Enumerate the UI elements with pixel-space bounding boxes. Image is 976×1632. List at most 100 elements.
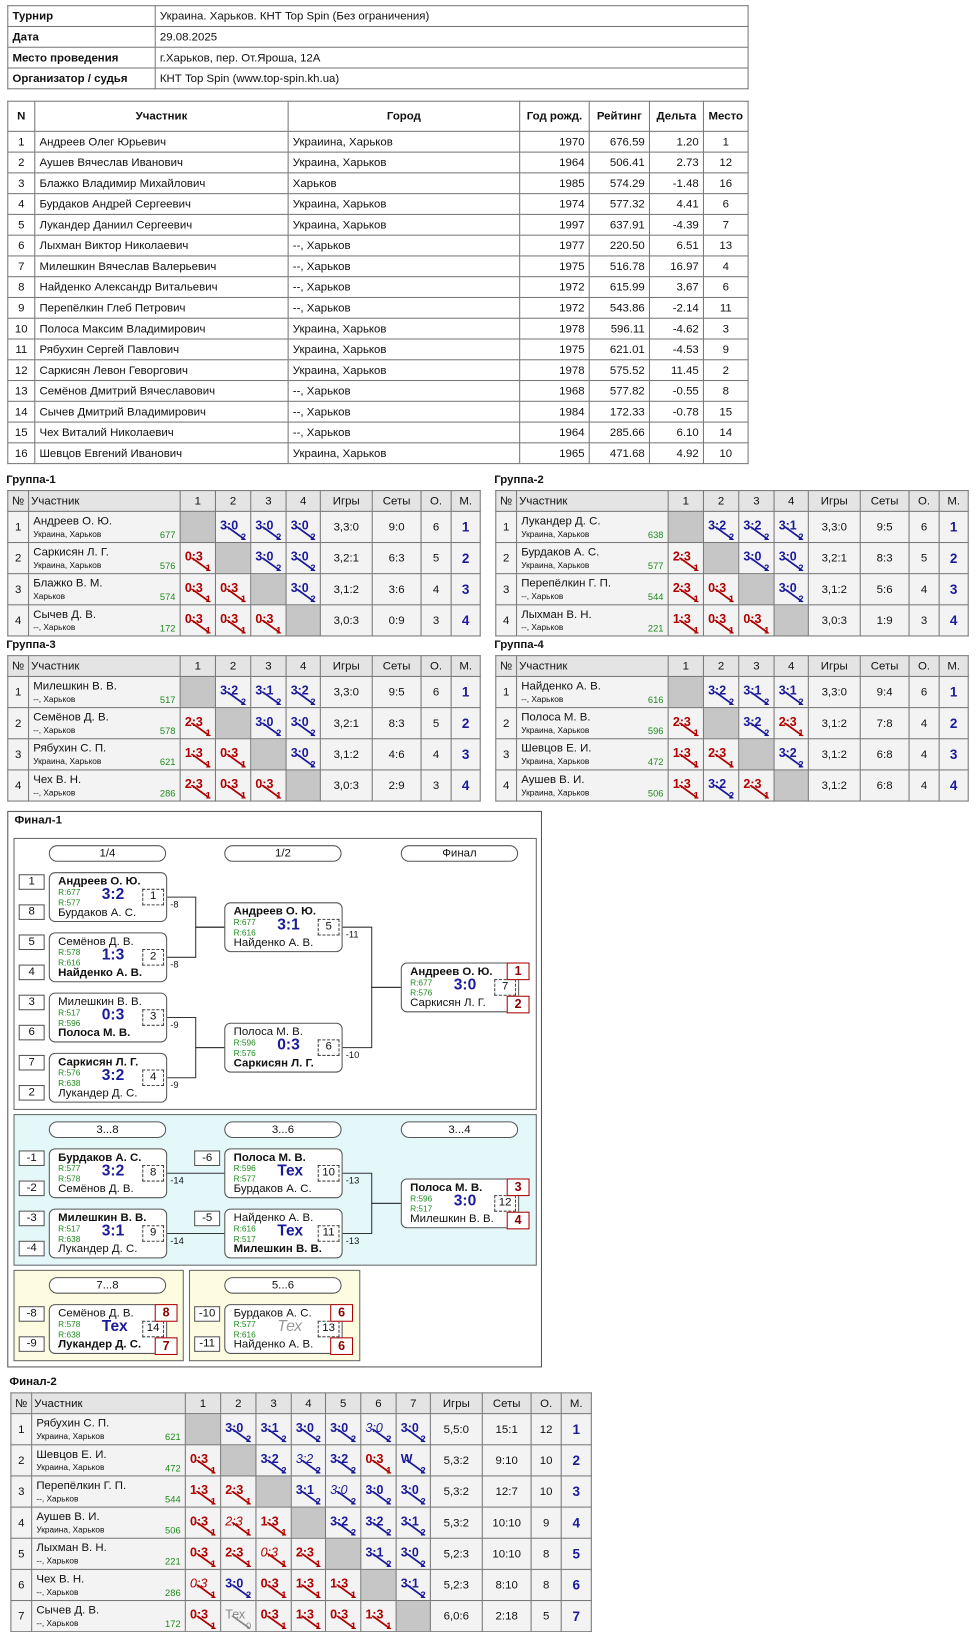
column-header: 3 [738,655,775,677]
result-slash [266,1521,286,1536]
result-points: 2 [315,1495,321,1507]
result-slash [405,1459,425,1473]
result: 3:0 2 [223,1570,253,1600]
result: 2:3 1 [777,709,806,738]
result-points: 1 [205,727,211,738]
result-points: 1 [276,624,282,635]
participant-cell: 3.67 [648,276,704,298]
row-number: 6 [10,1568,33,1602]
result-points: 2 [276,531,282,542]
result-slash [714,784,734,798]
result: 3:1 2 [253,677,283,707]
result-slash [783,753,803,767]
result-cell: 3:0 2 [360,1475,397,1508]
column-header: 2 [702,490,740,512]
result: 1:3 1 [294,1570,323,1600]
player-cell: Лыхман В. Н. --, Харьков 221 [31,1537,186,1570]
player-info: Саркисян Л. Г. Украина, Харьков 576 [31,544,177,573]
participant-cell: -1.48 [648,172,704,195]
result-slash [371,1428,391,1442]
result: 3:1 2 [399,1570,428,1600]
self-cell [179,675,216,709]
result-cell: 2:3 1 [220,1537,257,1570]
place: 7 [560,1600,592,1632]
result-cell: 1:3 1 [184,1475,222,1508]
player-rating: R:616 [58,958,81,968]
result: 0:3 1 [259,1570,289,1600]
self-cell [250,573,287,606]
participant-row: 3 Блажко Владимир Михайлович Харьков 1985 57… [7,172,749,195]
result-points: 2 [386,1557,392,1569]
match-number: 1 [142,888,165,906]
player-name: Лукандер Д. С. [58,1087,138,1100]
result-slash [301,1583,320,1598]
column-header: 1 [184,1392,222,1415]
result-points: 2 [420,1557,426,1569]
player-city: --, Харьков [521,622,564,632]
result-points: 2 [798,562,804,573]
loser-destination: -8 [170,899,179,910]
participant-cell: 1978 [519,359,590,382]
round-label: 3...6 [224,1121,342,1138]
bracket-link [342,986,401,1049]
self-cell [290,1506,327,1539]
participant-cell: Лыхман Виктор Николаевич [34,234,289,257]
result: 0:3 1 [218,771,248,800]
result: 0:3 1 [328,1602,358,1631]
player-cell: Сычев Д. В. --, Харьков 172 [31,1600,186,1632]
result: 1:3 1 [328,1570,358,1600]
player-city: Харьков [33,591,66,601]
player-name: Найденко А. В. [233,1338,314,1351]
self-cell [773,604,809,637]
result-cell: 2:3 1 [179,769,216,802]
column-header: О. [420,655,452,677]
result-slash [371,1521,391,1536]
column-header: Участник [516,490,669,512]
group-row: 6 Чех В. Н. --, Харьков 286 0:3 1 3:0 2 0:3 1 1:3 1… [10,1568,592,1602]
group-row: 5 Лыхман В. Н. --, Харьков 221 0:3 1 2:3 1 0:3 1 2… [10,1537,592,1570]
player-name: Рябухин С. П. [36,1416,110,1430]
result-points: 2 [276,696,282,707]
result-cell: 0:3 1 [324,1600,362,1632]
final-place: 4 [506,1211,530,1230]
result-cell: 1:3 1 [290,1568,327,1602]
result-slash [196,1490,215,1504]
participants-table: N Участник Город Год рожд. Рейтинг Дельта Мест… [7,100,749,465]
row-number: 4 [7,604,30,637]
participant-cell: 577.32 [588,193,650,215]
result-points: 2 [281,1433,287,1444]
player-name: Чех В. Н. [33,773,82,786]
participant-row: 15 Чех Виталий Николаевич --, Харьков 1964 2… [7,421,749,444]
player-cell: Аушев В. И. Украина, Харьков 506 [516,769,669,802]
result-points: 2 [240,696,247,707]
match-number: 7 [494,979,517,996]
round-label: 3...4 [400,1121,519,1138]
match-score: 3:0 [453,1191,477,1210]
player-city: Украина, Харьков [521,756,590,766]
player-name: Рябухин С. П. [33,741,107,755]
player-cell: Саркисян Л. Г. Украина, Харьков 576 [28,541,181,575]
result-slash [336,1583,356,1598]
points: 12 [530,1413,562,1446]
column-header: 1 [179,655,216,677]
result-points: 2 [798,696,804,707]
player-rating: R:576 [58,1068,81,1078]
result: 3:2 2 [777,740,806,769]
info-label: Дата [7,25,156,48]
participant-cell: 1984 [519,400,590,423]
match-number: 12 [494,1195,517,1212]
place: 3 [560,1475,592,1508]
result-slash [191,557,210,571]
participant-cell: 574.29 [588,172,650,195]
result-points: 2 [386,1526,392,1538]
self-cell [667,510,704,544]
result-score: W [400,1451,413,1466]
seed: -9 [18,1336,45,1352]
sets: 6:8 [859,738,910,771]
result-slash [231,1521,251,1536]
player-info: Рябухин С. П. Украина, Харьков 621 [31,740,177,769]
match-number: 13 [317,1320,340,1338]
self-cell [395,1600,431,1632]
result-cell: 3:1 2 [395,1506,431,1539]
result-cell: 3:2 2 [324,1444,362,1477]
